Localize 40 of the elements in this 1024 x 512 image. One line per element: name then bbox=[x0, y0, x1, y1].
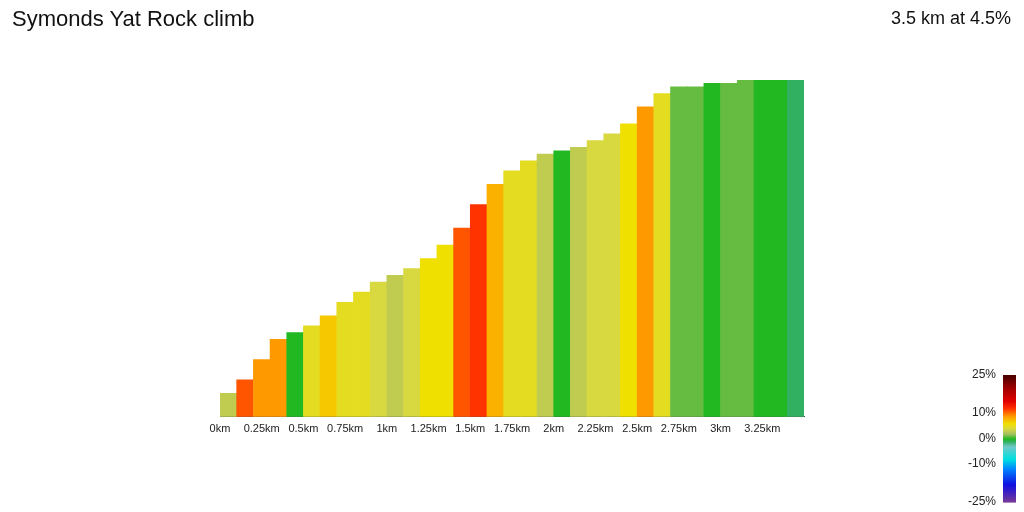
x-tick-label: 1.75km bbox=[493, 422, 531, 435]
color-bar-label: -10% bbox=[967, 456, 997, 471]
color-bar-label: 0% bbox=[978, 430, 997, 445]
bar bbox=[303, 325, 321, 417]
x-tick-label: 3.25km bbox=[744, 422, 781, 435]
x-tick-label: 2km bbox=[543, 422, 565, 435]
color-bar-label: 25% bbox=[971, 367, 997, 382]
bar bbox=[286, 332, 304, 417]
bar bbox=[236, 379, 254, 417]
bar bbox=[220, 392, 238, 417]
x-tick-label: 3km bbox=[710, 422, 731, 435]
bar bbox=[486, 184, 504, 417]
x-tick-label: 2.75km bbox=[660, 422, 697, 435]
chart-title: Symonds Yat Rock climb bbox=[12, 6, 255, 32]
bar bbox=[453, 227, 471, 417]
color-bar-label: 10% bbox=[971, 405, 997, 420]
bar bbox=[319, 315, 338, 417]
x-tick-label: 2.5km bbox=[622, 422, 653, 435]
bar bbox=[653, 93, 671, 417]
x-tick-label: 0.25km bbox=[243, 422, 280, 435]
x-tick-label: 2.25km bbox=[577, 422, 614, 435]
bar bbox=[386, 275, 404, 417]
x-tick-label: 0.5km bbox=[288, 422, 319, 435]
x-tick-label: 1.25km bbox=[410, 422, 447, 435]
bar bbox=[469, 204, 488, 417]
x-tick-label: 1.5km bbox=[455, 422, 486, 435]
bar bbox=[403, 268, 421, 417]
bar bbox=[703, 83, 721, 417]
bar bbox=[786, 80, 804, 417]
bar bbox=[636, 106, 655, 417]
text: 3.5 km at 4.5% bbox=[890, 8, 1011, 29]
x-tick-label: 0km bbox=[209, 422, 231, 435]
bar bbox=[553, 150, 571, 417]
bar bbox=[570, 147, 588, 417]
bar bbox=[369, 281, 388, 417]
color-bar-label: -25% bbox=[967, 494, 997, 509]
bar bbox=[536, 153, 555, 417]
bar bbox=[620, 123, 638, 417]
x-tick-label: 0.75km bbox=[327, 422, 364, 435]
x-tick-label: 1km bbox=[376, 422, 398, 435]
